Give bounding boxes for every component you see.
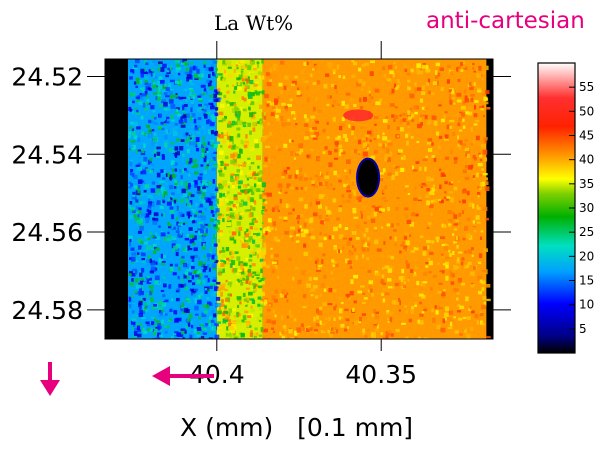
heatmap-texture bbox=[105, 59, 493, 339]
y-tick-label: 24.54 bbox=[11, 140, 83, 169]
colorbar-tick-label: 55 bbox=[579, 80, 594, 94]
colorbar-tick-label: 45 bbox=[579, 129, 594, 143]
heatmap-area bbox=[105, 59, 493, 339]
y-tick-label: 24.58 bbox=[11, 296, 83, 325]
y-tick-label: 24.52 bbox=[11, 63, 83, 92]
feature-inclusion bbox=[343, 109, 374, 122]
x-direction-arrow bbox=[152, 366, 214, 386]
colorbar-tick-label: 35 bbox=[579, 177, 594, 191]
colorbar: 5 10 15 20 25 30 35 40 45 50 55 bbox=[537, 62, 594, 354]
colorbar-tick-label: 10 bbox=[579, 298, 594, 312]
heatmap-features bbox=[343, 109, 381, 198]
colorbar-tick-label: 40 bbox=[579, 153, 594, 167]
chart-title: La Wt% bbox=[214, 11, 293, 35]
heatmap-speckle-cell bbox=[225, 338, 228, 339]
y-direction-arrow bbox=[40, 362, 60, 396]
colorbar-tick-label: 30 bbox=[579, 201, 594, 215]
plot-frame bbox=[104, 58, 494, 340]
feature-void bbox=[356, 157, 381, 198]
colorbar-tick-label: 5 bbox=[579, 322, 587, 336]
coordinate-annotation: anti-cartesian bbox=[426, 8, 585, 34]
colorbar-tick-label: 50 bbox=[579, 104, 594, 118]
colorbar-tick-label: 25 bbox=[579, 225, 594, 239]
x-tick-label: 40.35 bbox=[345, 360, 417, 389]
y-tick-label: 24.56 bbox=[11, 218, 83, 247]
colorbar-scale bbox=[537, 62, 576, 354]
colorbar-tick-label: 20 bbox=[579, 249, 594, 263]
colorbar-tick-label: 15 bbox=[579, 274, 594, 288]
x-axis-label: X (mm) [0.1 mm] bbox=[180, 413, 413, 442]
